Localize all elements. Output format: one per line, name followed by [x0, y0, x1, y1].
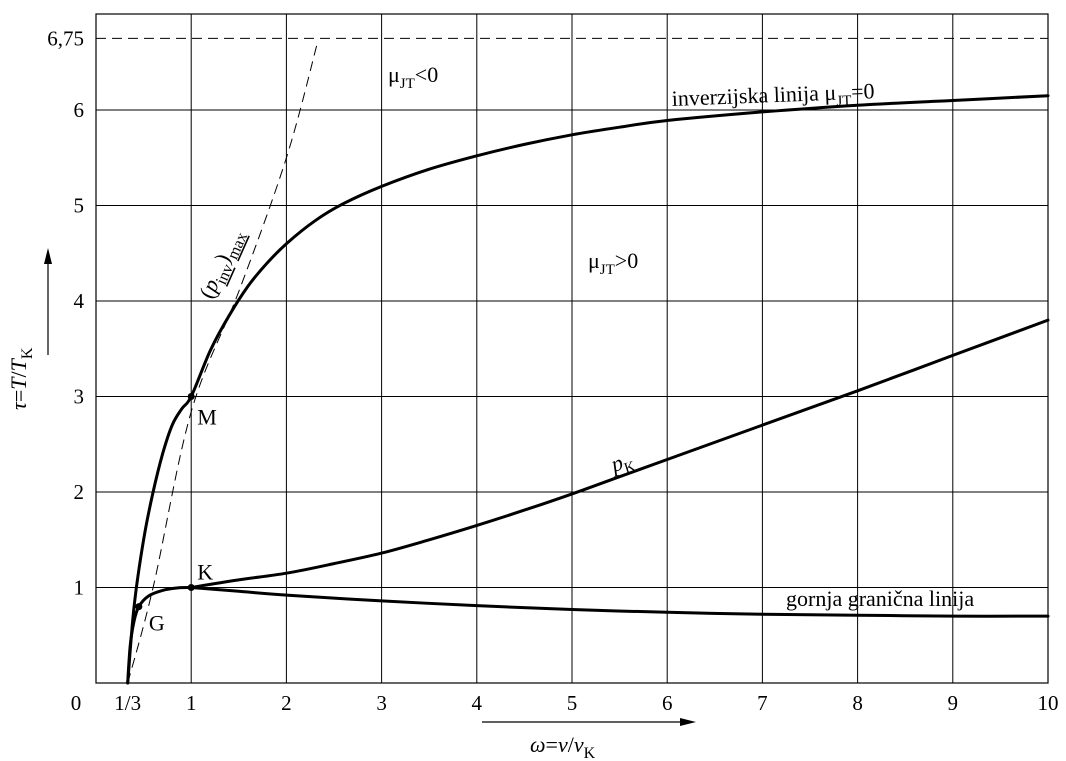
- x-tick-label: 9: [948, 691, 959, 715]
- series-liquid-boundary: [126, 586, 193, 685]
- point-label-k: K: [197, 560, 213, 585]
- x-tick-label: 8: [852, 691, 863, 715]
- y-tick-label: 1: [74, 576, 85, 600]
- annotation-mu-positive: μJT>0: [588, 248, 638, 278]
- curves: [126, 41, 1050, 685]
- point-k: [187, 584, 195, 591]
- x-tick-label: 10: [1038, 691, 1059, 715]
- series-pk: [189, 318, 1050, 589]
- point-label-g: G: [149, 611, 165, 636]
- points: M K G: [135, 393, 217, 636]
- point-g: [135, 603, 143, 611]
- y-tick-label: 2: [74, 480, 85, 504]
- x-tick-label: 3: [376, 691, 387, 715]
- series-pinv-max: [127, 41, 319, 684]
- annotation-gornja-granicna-linija: gornja granična linija: [786, 586, 974, 611]
- series-gornja-grani-na-linija: [189, 586, 1050, 618]
- y-tick-label: 6,75: [47, 26, 84, 50]
- tick-labels: 0 1/3 1 2 3 4 5 6 7 8 9 10 1 2 3 4 5 6 6,75: [47, 26, 1058, 715]
- annotation-inversion-line: inverzijska linija μJT=0: [671, 78, 875, 116]
- y-axis-title: τ=T/TK: [6, 347, 36, 410]
- x-tick-label: 7: [757, 691, 768, 715]
- x-tick-label: 4: [472, 691, 483, 715]
- x-tick-label: 1: [186, 691, 197, 715]
- x-tick-label: 0: [71, 691, 82, 715]
- x-tick-label: 6: [662, 691, 673, 715]
- y-tick-label: 6: [74, 98, 85, 122]
- x-axis-arrow: [482, 718, 696, 726]
- y-tick-label: 4: [74, 289, 85, 313]
- point-label-m: M: [197, 405, 217, 430]
- x-axis-title: ω=v/vK: [530, 732, 596, 761]
- grid: [95, 13, 1049, 684]
- x-tick-label: 1/3: [114, 691, 141, 715]
- y-axis-arrow: [44, 248, 52, 355]
- x-tick-label: 5: [567, 691, 578, 715]
- series-inverzijska-linija-jt-0: [126, 94, 1050, 685]
- x-tick-label: 2: [281, 691, 292, 715]
- annotation-mu-negative: μJT<0: [388, 62, 438, 92]
- y-tick-label: 3: [74, 385, 85, 409]
- y-tick-label: 5: [74, 194, 85, 218]
- point-m: [187, 393, 195, 400]
